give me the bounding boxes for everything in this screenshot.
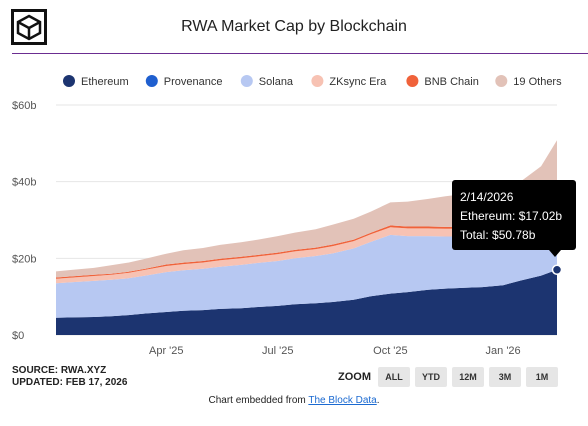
header: RWA Market Cap by Blockchain [0,0,588,56]
legend-item-bnb-chain[interactable]: BNB Chain [406,75,479,88]
y-tick-label: $20b [12,253,36,265]
legend-item-ethereum[interactable]: Ethereum [63,75,129,88]
legend-label: ZKsync Era [329,76,387,88]
tooltip-arrow [549,250,561,257]
tooltip-ethereum: Ethereum: $17.02b [460,209,563,223]
area-zksync-era[interactable] [56,227,557,284]
area-solana[interactable] [56,234,557,318]
y-tick-label: $0 [12,330,24,342]
legend-marker [311,75,324,87]
legend-item-19-others[interactable]: 19 Others [495,75,562,88]
the-block-data-link[interactable]: The Block Data [308,395,377,406]
zoom-1m-button[interactable]: 1M [526,367,558,387]
legend-item-solana[interactable]: Solana [240,75,294,88]
hover-point [551,264,563,276]
legend-label: Solana [259,76,294,88]
zoom-3m-button[interactable]: 3M [489,367,521,387]
legend-marker [406,75,419,87]
x-tick-label: Apr '25 [149,345,184,357]
zoom-all-button[interactable]: ALL [378,367,410,387]
tooltip-date: 2/14/2026 [460,190,514,204]
x-tick-label: Jan '26 [486,345,521,357]
legend-label: Ethereum [81,76,129,88]
header-divider [12,53,588,54]
legend-label: BNB Chain [424,76,478,88]
legend-label: Provenance [164,76,223,88]
page-title: RWA Market Cap by Blockchain [181,18,407,35]
zoom-label: ZOOM [338,371,371,383]
source-block: SOURCE: RWA.XYZ UPDATED: FEB 17, 2026 [12,365,127,389]
legend-marker [495,75,508,87]
legend-marker [240,75,253,87]
legend-item-zksync-era[interactable]: ZKsync Era [311,75,387,88]
source-text: SOURCE: RWA.XYZ [12,365,107,376]
zoom-ytd-button[interactable]: YTD [415,367,447,387]
legend-marker [145,75,158,87]
x-tick-label: Oct '25 [373,345,408,357]
y-tick-label: $40b [12,177,36,189]
tooltip-total: Total: $50.78b [460,228,536,242]
legend-item-provenance[interactable]: Provenance [145,75,223,88]
zoom-12m-button[interactable]: 12M [452,367,484,387]
cube-logo-icon[interactable] [11,9,47,45]
embed-suffix: . [376,395,380,406]
area-ethereum[interactable] [56,269,557,335]
updated-text: UPDATED: FEB 17, 2026 [12,377,128,388]
embed-prefix: Chart embedded from [208,395,309,406]
chart-tooltip: 2/14/2026 Ethereum: $17.02b Total: $50.7… [452,180,576,250]
legend-marker [63,75,75,87]
legend: Ethereum Provenance Solana ZKsync Era BNB Ch… [63,75,562,88]
y-tick-label: $60b [12,100,36,112]
x-tick-label: Jul '25 [262,345,293,357]
embed-note: Chart embedded from The Block Data. [0,395,588,406]
legend-label: 19 Others [513,76,562,88]
